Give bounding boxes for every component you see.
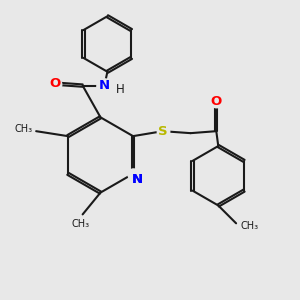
Text: CH₃: CH₃ [72, 219, 90, 230]
Text: CH₃: CH₃ [14, 124, 32, 134]
Text: N: N [131, 173, 142, 186]
Text: N: N [99, 79, 110, 92]
Text: N: N [131, 173, 142, 186]
Text: CH₃: CH₃ [240, 221, 258, 231]
Text: S: S [158, 125, 168, 138]
Text: O: O [211, 95, 222, 108]
Text: O: O [49, 77, 61, 90]
Text: H: H [116, 83, 125, 96]
